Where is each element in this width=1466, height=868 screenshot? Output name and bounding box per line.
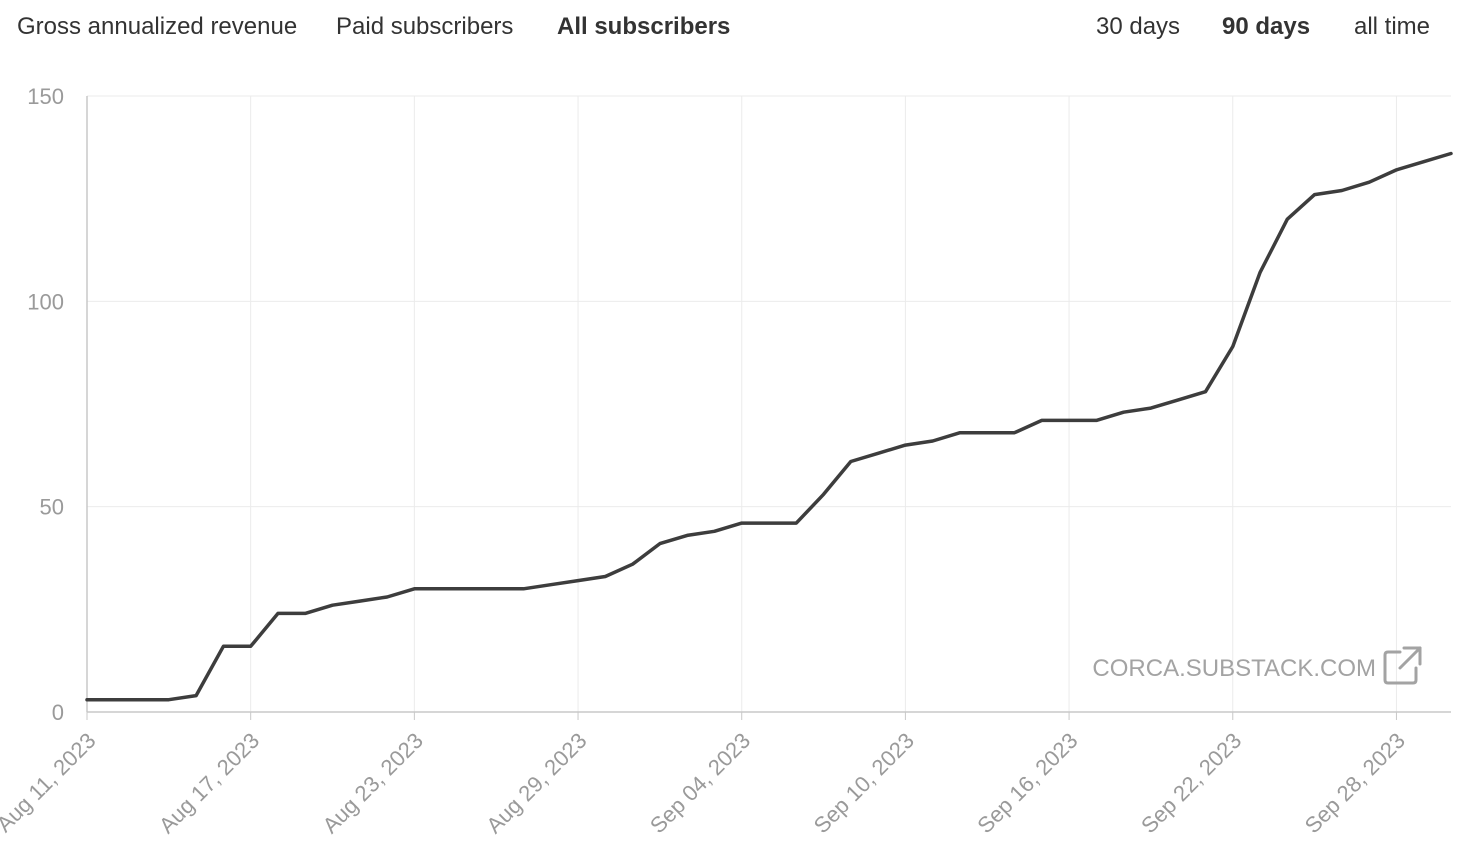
tab-paid-subscribers[interactable]: Paid subscribers xyxy=(336,13,514,40)
y-tick-label: 50 xyxy=(40,495,64,520)
x-tick-label: Aug 29, 2023 xyxy=(481,728,591,838)
external-link-icon[interactable] xyxy=(1383,646,1422,685)
x-tick-label: Aug 11, 2023 xyxy=(0,728,101,837)
x-tick-label: Aug 17, 2023 xyxy=(154,728,264,838)
y-tick-label: 100 xyxy=(27,289,64,314)
series-line-0 xyxy=(85,151,1453,702)
tab-all-time[interactable]: all time xyxy=(1354,13,1431,40)
x-tick-label: Aug 23, 2023 xyxy=(318,728,428,838)
tab-all-subscribers[interactable]: All subscribers xyxy=(557,13,731,40)
watermark-text: CORCA.SUBSTACK.COM xyxy=(1092,655,1376,682)
tab-90-days[interactable]: 90 days xyxy=(1222,13,1311,40)
tab-gross-annualized-revenue[interactable]: Gross annualized revenue xyxy=(17,13,298,40)
x-tick-label: Sep 04, 2023 xyxy=(645,728,755,838)
x-tick-label: Sep 28, 2023 xyxy=(1300,728,1410,838)
y-tick-label: 0 xyxy=(52,700,64,725)
x-tick-label: Sep 16, 2023 xyxy=(972,728,1082,838)
x-tick-label: Sep 22, 2023 xyxy=(1136,728,1246,838)
x-tick-label: Sep 10, 2023 xyxy=(809,728,919,838)
y-tick-label: 150 xyxy=(27,84,64,109)
tab-30-days[interactable]: 30 days xyxy=(1096,13,1181,40)
